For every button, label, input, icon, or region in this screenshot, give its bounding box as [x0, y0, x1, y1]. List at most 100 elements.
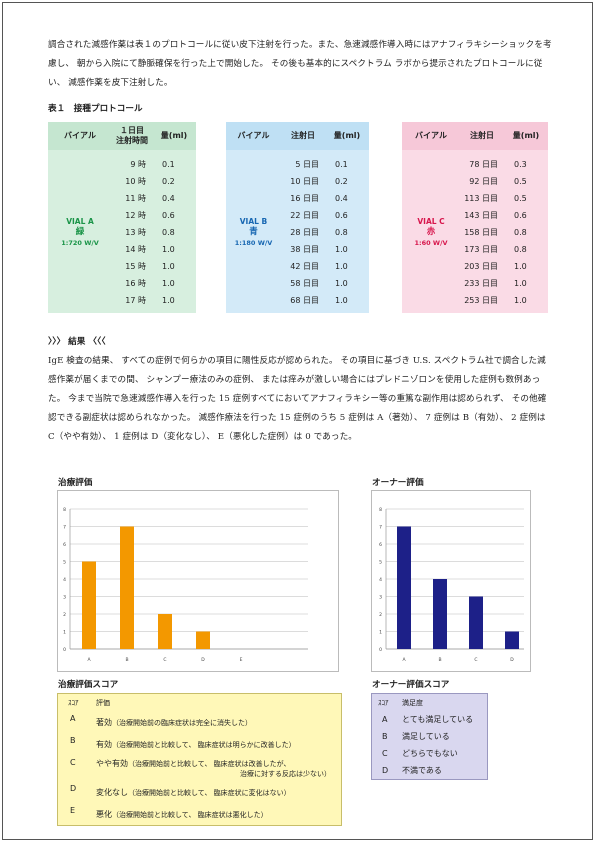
protocol-row: 203 日目 1.0 [402, 258, 548, 275]
protocol-dose: 1.0 [335, 245, 348, 254]
score-desc: （治療開始前と比較して、 臨床症状は悪化した） [112, 811, 268, 819]
y-tick-label: 1 [63, 630, 66, 636]
protocol-time: 11 時 [125, 194, 146, 203]
treatment-score-row: C やや有効（治療開始前と比較して、 臨床症状は改善したが、 治療に対する反応は少な… [58, 755, 341, 781]
results-text: IgE 検査の結果、 すべての症例で何らかの項目に陽性反応が認められた。 その項… [48, 356, 547, 442]
chart-title-treatment: 治療評価 [58, 478, 93, 488]
vial-color: 緑 [75, 227, 85, 237]
vial-name: VIAL B [239, 217, 268, 226]
owner-score-key: C [382, 749, 388, 758]
y-tick-label: 2 [379, 612, 382, 618]
chart-owner: 0 1 2 3 4 5 6 7 8 A B C D [371, 490, 531, 672]
treatment-score-row: A 著効（治療開始前の臨床症状は完全に消失した） [58, 711, 341, 733]
intro-text: 調合された減感作薬は表１のプロトコールに従い皮下注射を行った。また、急速減感作導… [48, 40, 552, 88]
score-key: A [70, 714, 76, 723]
chart-title-owner: オーナー評価 [372, 478, 424, 488]
y-tick-label: 4 [63, 577, 66, 583]
protocol-row: 253 日目 1.0 [402, 292, 548, 309]
protocol-dose: 0.8 [162, 228, 175, 237]
protocol-header: 量(ml) [333, 131, 361, 140]
treatment-score-row: E 悪化（治療開始前と比較して、 臨床症状は悪化した） [58, 803, 341, 825]
protocol-dose: 1.0 [162, 262, 175, 271]
vial-label: VIAL C 赤 1:60 W/V [402, 150, 460, 309]
protocol-header: バイアル [237, 131, 270, 140]
x-tick-label: B [438, 657, 441, 663]
owner-score-label: とても満足している [402, 715, 474, 724]
score-label: やや有効 [96, 759, 128, 768]
owner-score-row: D 不満である [372, 762, 487, 779]
protocol-dose: 0.6 [335, 211, 348, 220]
protocol-time: 15 時 [125, 262, 146, 271]
protocol-table-3: バイアル 注射日 量(ml) VIAL C 赤 1:60 W/V 78 日目 0.3 92 日目… [402, 122, 548, 313]
protocol-time: 42 日目 [290, 262, 319, 271]
protocol-row: 17 時 1.0 [48, 292, 196, 309]
owner-score-title: オーナー評価スコア [372, 680, 450, 690]
y-tick-label: 8 [379, 507, 382, 513]
y-tick-label: 5 [379, 560, 382, 566]
protocol-row: VIAL A 緑 1:720 W/V 9 時 0.1 [48, 150, 196, 247]
protocol-row: 16 時 1.0 [48, 275, 196, 292]
protocol-dose: 0.2 [162, 177, 175, 186]
protocol-time: 58 日目 [290, 279, 319, 288]
protocol-dose: 1.0 [514, 262, 527, 271]
protocol-row: 233 日目 1.0 [402, 275, 548, 292]
protocol-dose: 1.0 [162, 245, 175, 254]
protocol-header: バイアル [64, 131, 96, 140]
protocol-row: 13 時 0.8 [48, 224, 196, 241]
protocol-row: 42 日目 1.0 [226, 258, 369, 275]
y-tick-label: 7 [63, 525, 66, 531]
score-key: D [70, 784, 77, 793]
owner-score-row: A とても満足している [372, 711, 487, 728]
owner-score-header-sat: 満足度 [402, 698, 423, 707]
treatment-score-table: ｽｺｱ 評価 A 著効（治療開始前の臨床症状は完全に消失した） B 有効（治療開始前と… [57, 693, 342, 826]
x-tick-label: B [125, 657, 128, 663]
bar-D [505, 631, 519, 649]
score-label: 有効 [96, 740, 112, 749]
table-title: 表１ 接種プロトコール [48, 104, 143, 114]
treatment-score-header-key: ｽｺｱ [68, 698, 79, 707]
protocol-row: VIAL C 赤 1:60 W/V 78 日目 0.3 [402, 150, 548, 247]
protocol-time: 13 時 [125, 228, 146, 237]
protocol-dose: 0.6 [162, 211, 175, 220]
protocol-dose: 0.4 [162, 194, 175, 203]
owner-score-key: B [382, 732, 388, 741]
protocol-row: 12 時 0.6 [48, 207, 196, 224]
treatment-score-header-eval: 評価 [96, 698, 110, 707]
protocol-dose: 0.8 [514, 245, 527, 254]
protocol-dose: 0.5 [514, 177, 527, 186]
protocol-dose: 1.0 [335, 279, 348, 288]
protocol-header: 量(ml) [160, 131, 188, 140]
protocol-time: 68 日目 [290, 296, 319, 305]
bar-A [82, 561, 96, 649]
results-heading: 〉〉〉 結果 〈〈〈 [48, 337, 106, 347]
protocol-time: 16 日目 [290, 194, 319, 203]
owner-score-label: どちらでもない [402, 749, 458, 758]
protocol-dose: 0.4 [335, 194, 348, 203]
owner-score-label: 不満である [402, 766, 442, 775]
protocol-dose: 0.6 [514, 211, 527, 220]
protocol-row: 10 時 0.2 [48, 173, 196, 190]
protocol-dose: 0.8 [335, 228, 348, 237]
x-tick-label: E [240, 657, 243, 663]
score-desc-cont: 治療に対する反応は少ない） [240, 770, 331, 778]
treatment-score-title: 治療評価スコア [58, 680, 119, 690]
vial-color: 赤 [426, 227, 436, 237]
bar-B [120, 526, 134, 649]
y-tick-label: 0 [379, 647, 382, 653]
protocol-header: 注射日 [470, 131, 494, 140]
intro-section: 調合された減感作薬は表１のプロトコールに従い皮下注射を行った。また、急速減感作導… [48, 36, 553, 93]
protocol-time: 158 日目 [464, 228, 498, 237]
protocol-table-1: バイアル １日目 注射時間 量(ml) VIAL A 緑 1:720 W/V 9 時 0.1 1… [48, 122, 196, 313]
protocol-dose: 1.0 [514, 296, 527, 305]
protocol-header: 注射日 [291, 131, 315, 140]
protocol-header: バイアル [415, 131, 447, 140]
vial-label: VIAL B 青 1:180 W/V [226, 150, 281, 309]
bar-A [397, 526, 411, 649]
protocol-row: 15 時 1.0 [48, 258, 196, 275]
bar-D [196, 631, 210, 649]
y-tick-label: 1 [379, 630, 382, 636]
vial-name: VIAL C [417, 217, 445, 226]
protocol-dose: 1.0 [335, 296, 348, 305]
x-tick-label: A [87, 657, 91, 663]
protocol-time: 10 時 [125, 177, 146, 186]
